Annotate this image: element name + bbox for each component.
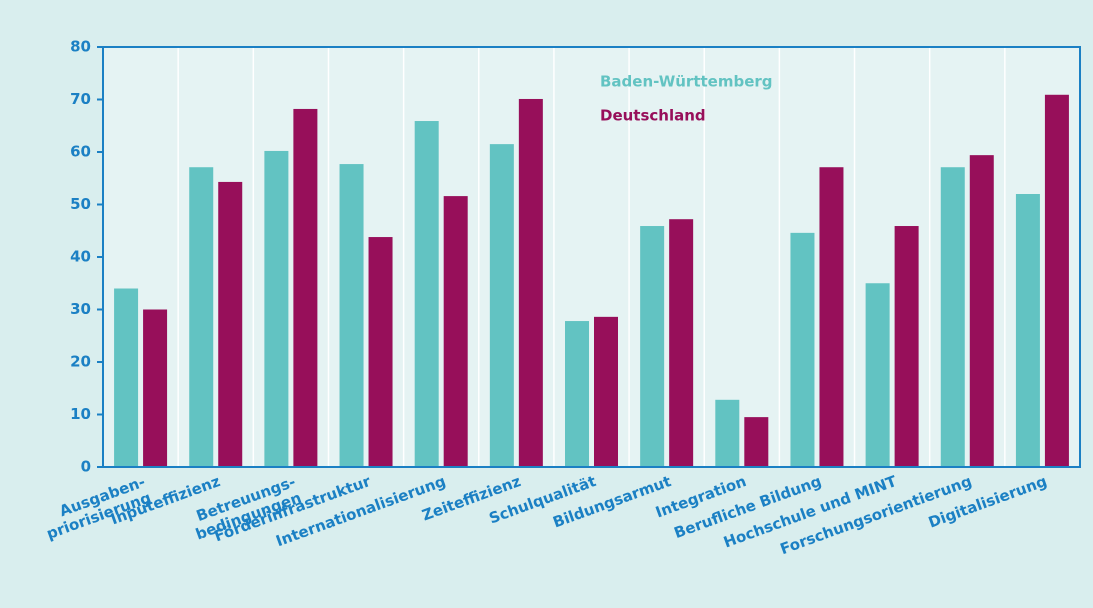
bar bbox=[565, 321, 589, 467]
bar bbox=[443, 196, 468, 467]
y-tick-label: 80 bbox=[70, 38, 91, 56]
legend-label: Baden-Württemberg bbox=[600, 73, 773, 91]
bar bbox=[790, 232, 815, 467]
bar bbox=[414, 121, 439, 468]
legend-label: Deutschland bbox=[600, 107, 706, 125]
bar bbox=[865, 283, 890, 467]
bar bbox=[744, 417, 769, 467]
bar bbox=[189, 167, 214, 467]
plot-border bbox=[102, 46, 1081, 468]
bar bbox=[339, 164, 364, 467]
bar bbox=[218, 181, 243, 468]
y-tick-label: 40 bbox=[70, 248, 91, 266]
bar bbox=[264, 150, 289, 467]
y-tick-label: 30 bbox=[70, 300, 91, 318]
bar bbox=[114, 288, 139, 467]
plot-area bbox=[103, 47, 1080, 467]
y-tick-label: 0 bbox=[81, 458, 91, 476]
y-tick-label: 50 bbox=[70, 195, 91, 213]
y-tick-label: 60 bbox=[70, 143, 91, 161]
bar bbox=[368, 237, 393, 467]
bar bbox=[293, 108, 318, 467]
bar bbox=[715, 399, 740, 467]
y-tick-label: 10 bbox=[70, 405, 91, 423]
y-tick-label: 20 bbox=[70, 353, 91, 371]
bar bbox=[518, 98, 543, 467]
bar bbox=[669, 219, 694, 467]
bar bbox=[940, 167, 965, 467]
bar bbox=[1044, 94, 1069, 468]
bar bbox=[969, 155, 994, 467]
bar bbox=[640, 226, 665, 467]
bar bbox=[594, 316, 618, 467]
bar bbox=[819, 167, 844, 467]
bar bbox=[489, 144, 514, 467]
y-tick-label: 70 bbox=[70, 90, 91, 108]
bar bbox=[1015, 194, 1040, 467]
bar bbox=[894, 226, 919, 467]
bar bbox=[143, 309, 168, 467]
